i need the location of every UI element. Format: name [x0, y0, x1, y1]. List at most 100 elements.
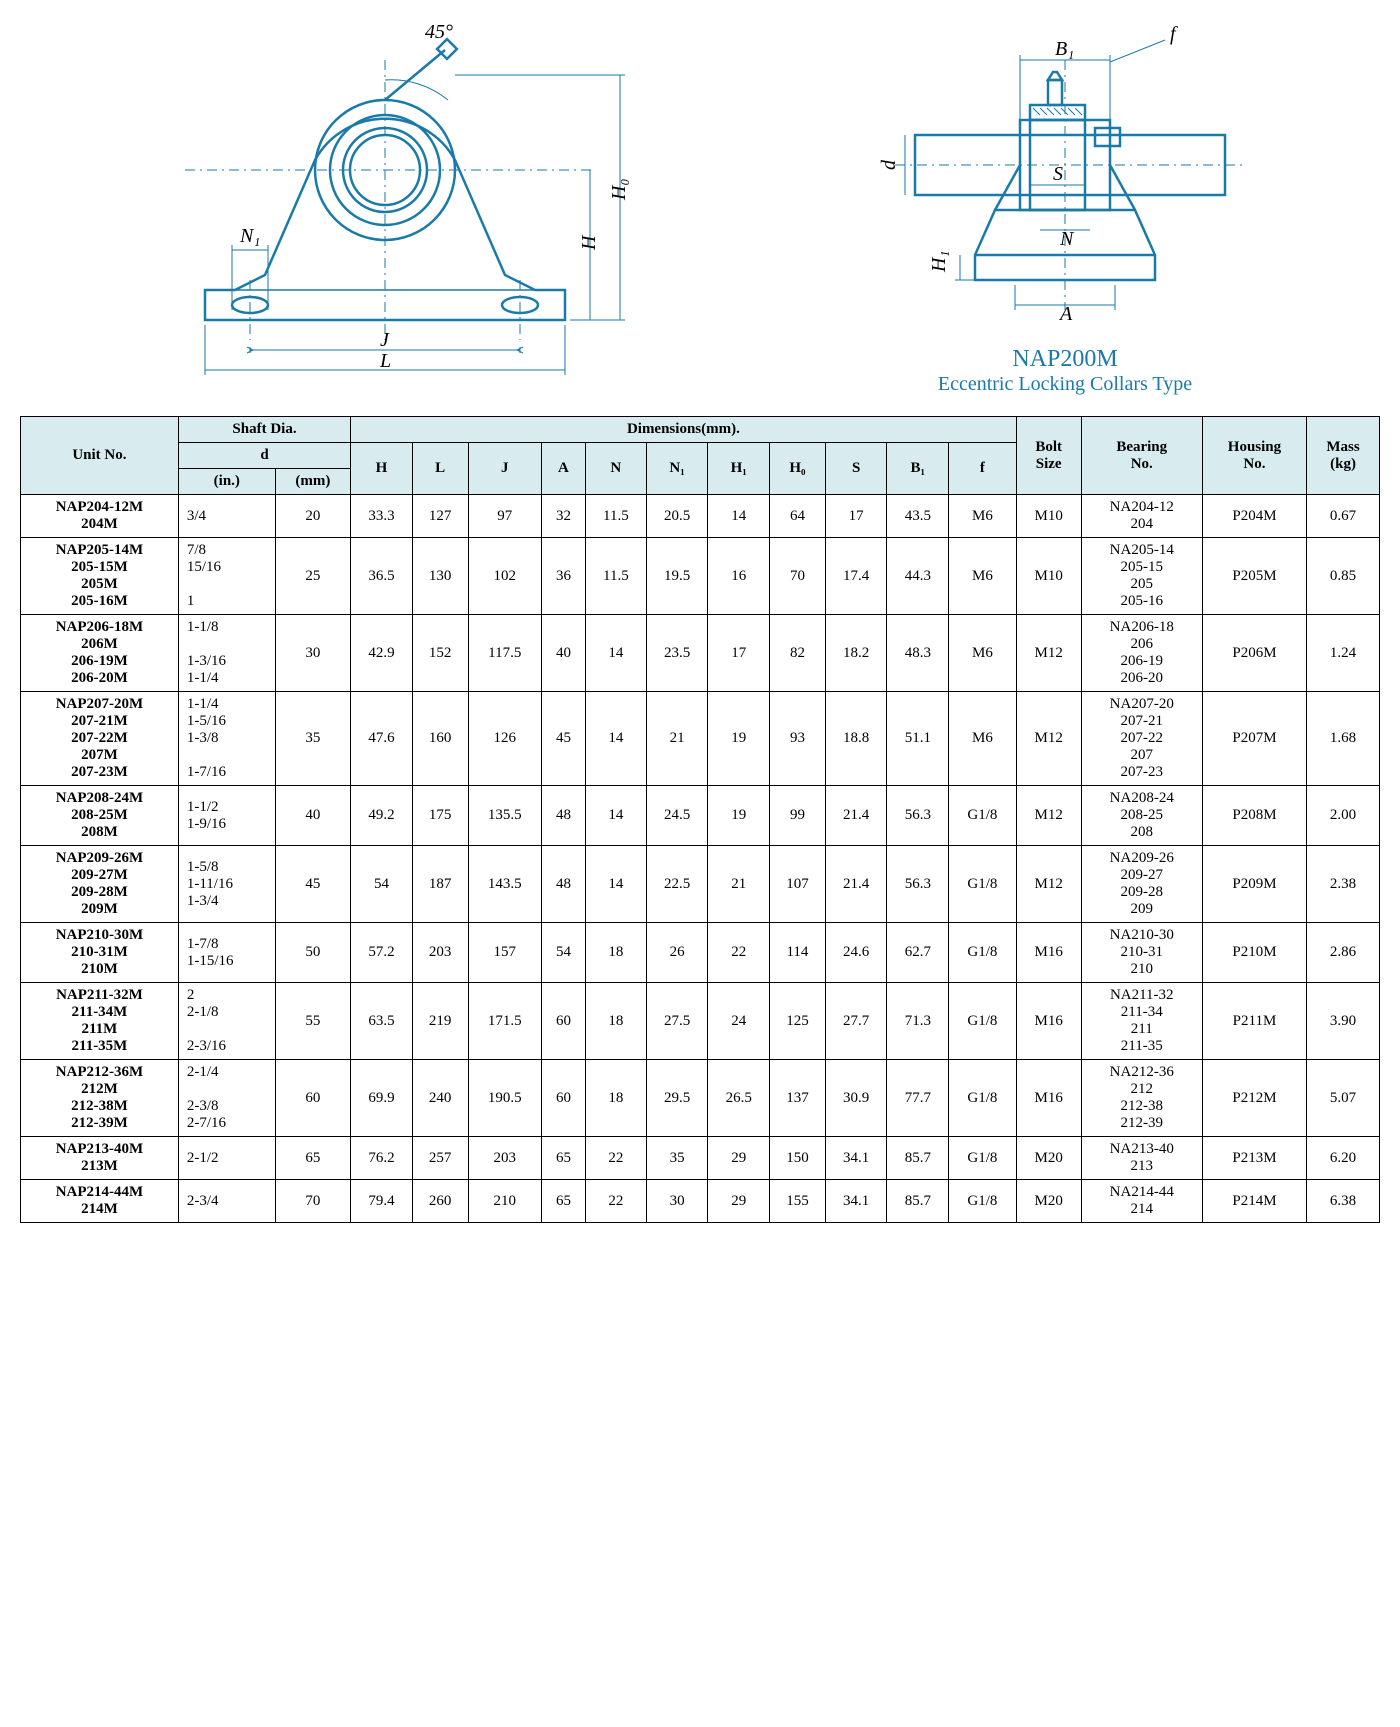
table-cell: 76.2 — [351, 1137, 413, 1180]
table-cell: 2-3/4 — [178, 1180, 275, 1223]
table-cell: 30.9 — [825, 1060, 887, 1137]
table-cell: 18 — [585, 1060, 646, 1137]
table-cell: 2-1/4 2-3/8 2-7/16 — [178, 1060, 275, 1137]
table-cell: 127 — [412, 495, 468, 538]
table-cell: 157 — [468, 923, 541, 983]
table-cell: 34.1 — [825, 1137, 887, 1180]
table-cell: NA209-26 209-27 209-28 209 — [1081, 846, 1202, 923]
table-cell: P214M — [1202, 1180, 1306, 1223]
table-cell: 3/4 — [178, 495, 275, 538]
table-cell: NAP212-36M 212M 212-38M 212-39M — [21, 1060, 179, 1137]
table-cell: 30 — [275, 615, 350, 692]
table-cell: 29 — [708, 1137, 770, 1180]
table-cell: M6 — [949, 692, 1017, 786]
table-cell: NA207-20 207-21 207-22 207 207-23 — [1081, 692, 1202, 786]
table-cell: 48.3 — [887, 615, 949, 692]
table-cell: 85.7 — [887, 1137, 949, 1180]
table-cell: NAP210-30M 210-31M 210M — [21, 923, 179, 983]
col-in: (in.) — [178, 469, 275, 495]
table-row: NAP204-12M 204M3/42033.3127973211.520.51… — [21, 495, 1380, 538]
table-cell: 40 — [541, 615, 585, 692]
table-cell: 135.5 — [468, 786, 541, 846]
table-row: NAP214-44M 214M2-3/4 7079.42602106522302… — [21, 1180, 1380, 1223]
table-cell: 125 — [770, 983, 826, 1060]
table-cell: P205M — [1202, 538, 1306, 615]
table-cell: 35 — [275, 692, 350, 786]
product-name: NAP200M — [855, 346, 1275, 373]
table-cell: 49.2 — [351, 786, 413, 846]
table-cell: P206M — [1202, 615, 1306, 692]
table-cell: NAP209-26M 209-27M 209-28M 209M — [21, 846, 179, 923]
table-cell: 1-7/8 1-15/16 — [178, 923, 275, 983]
table-cell: 24 — [708, 983, 770, 1060]
table-cell: 2.00 — [1307, 786, 1380, 846]
table-header: Unit No. Shaft Dia. Dimensions(mm). Bolt… — [21, 417, 1380, 495]
table-cell: 85.7 — [887, 1180, 949, 1223]
table-cell: 1-1/4 1-5/16 1-3/8 1-7/16 — [178, 692, 275, 786]
table-cell: 48 — [541, 846, 585, 923]
table-cell: NAP207-20M 207-21M 207-22M 207M 207-23M — [21, 692, 179, 786]
product-subtitle: Eccentric Locking Collars Type — [855, 373, 1275, 396]
table-cell: 11.5 — [585, 538, 646, 615]
l-label: L — [379, 350, 391, 372]
table-cell: 99 — [770, 786, 826, 846]
col-bolt: Bolt Size — [1016, 417, 1081, 495]
table-cell: 19 — [708, 786, 770, 846]
table-cell: G1/8 — [949, 1180, 1017, 1223]
table-cell: 51.1 — [887, 692, 949, 786]
table-cell: NA212-36 212 212-38 212-39 — [1081, 1060, 1202, 1137]
table-cell: G1/8 — [949, 846, 1017, 923]
table-cell: 14 — [585, 846, 646, 923]
table-cell: 24.6 — [825, 923, 887, 983]
table-cell: 22.5 — [646, 846, 708, 923]
table-cell: M6 — [949, 538, 1017, 615]
h0-label: H₀ — [608, 179, 630, 201]
table-cell: 117.5 — [468, 615, 541, 692]
table-cell: 210 — [468, 1180, 541, 1223]
table-cell: NA205-14 205-15 205 205-16 — [1081, 538, 1202, 615]
table-cell: 21.4 — [825, 786, 887, 846]
col-d: d — [178, 443, 350, 469]
table-cell: 36 — [541, 538, 585, 615]
table-cell: 33.3 — [351, 495, 413, 538]
table-cell: 143.5 — [468, 846, 541, 923]
table-cell: 65 — [541, 1180, 585, 1223]
col-N: N — [585, 443, 646, 495]
table-cell: 64 — [770, 495, 826, 538]
table-cell: 40 — [275, 786, 350, 846]
table-cell: 27.7 — [825, 983, 887, 1060]
table-cell: NAP214-44M 214M — [21, 1180, 179, 1223]
col-H: H — [351, 443, 413, 495]
table-row: NAP212-36M 212M 212-38M 212-39M2-1/4 2-3… — [21, 1060, 1380, 1137]
table-cell: P211M — [1202, 983, 1306, 1060]
table-cell: 7/8 15/16 1 — [178, 538, 275, 615]
table-cell: M20 — [1016, 1137, 1081, 1180]
table-cell: NA213-40 213 — [1081, 1137, 1202, 1180]
table-cell: 175 — [412, 786, 468, 846]
table-row: NAP208-24M 208-25M 208M1-1/2 1-9/16 4049… — [21, 786, 1380, 846]
table-cell: 260 — [412, 1180, 468, 1223]
table-cell: 3.90 — [1307, 983, 1380, 1060]
table-cell: 5.07 — [1307, 1060, 1380, 1137]
col-shaft: Shaft Dia. — [178, 417, 350, 443]
table-cell: M12 — [1016, 846, 1081, 923]
col-f: f — [949, 443, 1017, 495]
table-cell: 54 — [541, 923, 585, 983]
table-row: NAP210-30M 210-31M 210M1-7/8 1-15/16 505… — [21, 923, 1380, 983]
table-cell: 1-1/8 1-3/16 1-1/4 — [178, 615, 275, 692]
table-cell: 14 — [585, 615, 646, 692]
table-cell: G1/8 — [949, 786, 1017, 846]
table-cell: M12 — [1016, 615, 1081, 692]
table-cell: 29 — [708, 1180, 770, 1223]
col-S: S — [825, 443, 887, 495]
table-cell: 56.3 — [887, 846, 949, 923]
table-cell: 126 — [468, 692, 541, 786]
table-cell: M10 — [1016, 495, 1081, 538]
table-cell: P208M — [1202, 786, 1306, 846]
table-cell: 32 — [541, 495, 585, 538]
table-cell: 77.7 — [887, 1060, 949, 1137]
table-cell: 11.5 — [585, 495, 646, 538]
table-cell: 26.5 — [708, 1060, 770, 1137]
table-cell: M12 — [1016, 786, 1081, 846]
table-cell: M16 — [1016, 983, 1081, 1060]
